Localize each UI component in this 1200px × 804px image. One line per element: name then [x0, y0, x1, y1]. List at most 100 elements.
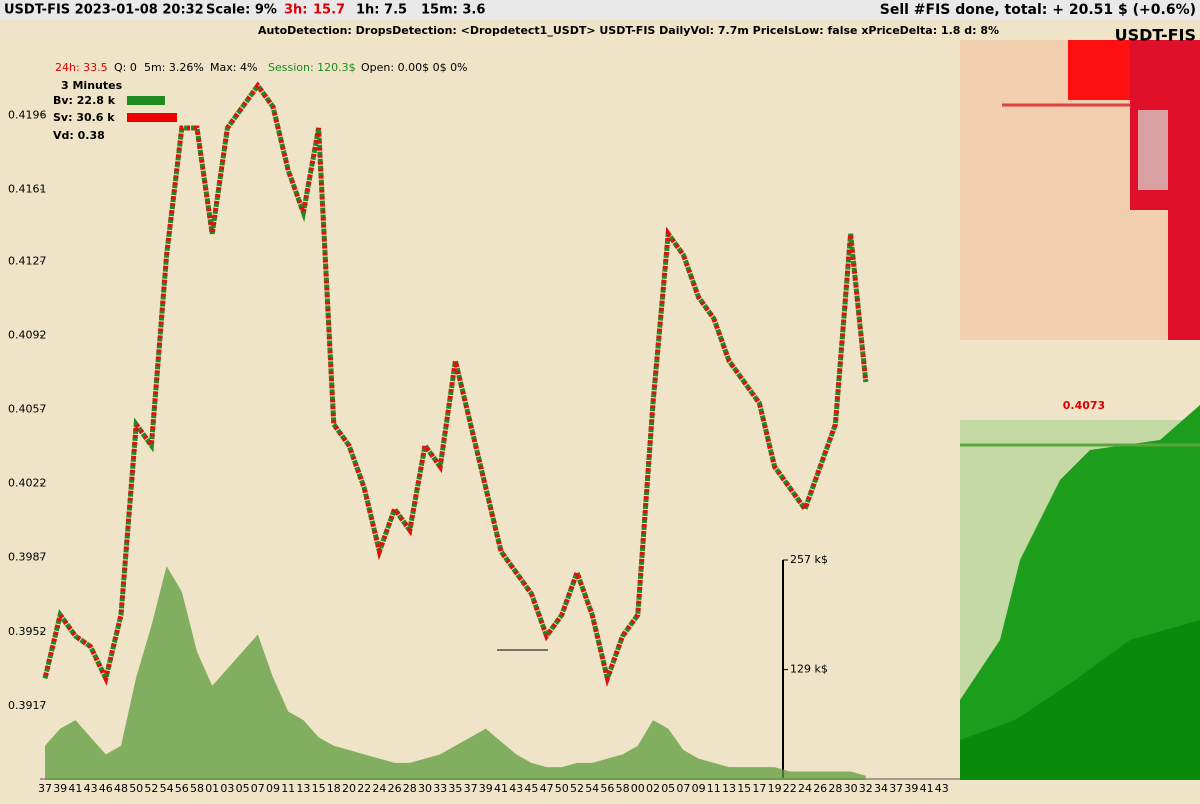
x-tick-label: 37 [38, 782, 52, 795]
x-tick-label: 09 [692, 782, 706, 795]
ask-block [1138, 110, 1168, 190]
x-tick-label: 26 [813, 782, 827, 795]
y-tick-label: 0.3917 [8, 699, 47, 712]
x-tick-label: 24 [372, 782, 386, 795]
stat-24h: 24h: 33.5 [55, 61, 108, 74]
x-tick-label: 56 [175, 782, 189, 795]
header-scale: Scale: 9% [206, 3, 277, 18]
y-tick-label: 0.4022 [8, 477, 47, 490]
x-tick-label: 30 [418, 782, 432, 795]
stat-session: Session: 120.3$ [268, 61, 356, 74]
x-tick-label: 17 [752, 782, 766, 795]
x-tick-label: 07 [251, 782, 265, 795]
x-tick-label: 07 [676, 782, 690, 795]
header-1h: 1h: 7.5 [356, 3, 407, 18]
detection-info: AutoDetection: DropsDetection: <Dropdete… [258, 24, 999, 37]
y2-tick-label: 257 k$ [790, 553, 828, 566]
x-tick-label: 22 [357, 782, 371, 795]
x-tick-label: 52 [570, 782, 584, 795]
header-bar [0, 0, 1200, 20]
header-3h: 15.7 [313, 3, 345, 18]
sv-bar [127, 113, 177, 122]
bv-bar [127, 96, 165, 105]
orderbook: 0.4073 USDT-FIS [960, 26, 1200, 780]
stat-open: Open: 0.00$ 0$ 0% [361, 61, 468, 74]
x-tick-label: 37 [464, 782, 478, 795]
header-title: USDT-FIS 2023-01-08 20:32 [4, 3, 204, 18]
x-tick-label: 02 [646, 782, 660, 795]
y-tick-label: 0.4092 [8, 328, 47, 341]
x-tick-label: 33 [433, 782, 447, 795]
x-tick-label: 05 [236, 782, 250, 795]
panel-bv: Bv: 22.8 k [53, 94, 116, 107]
x-tick-label: 22 [783, 782, 797, 795]
x-tick-label: 37 [889, 782, 903, 795]
x-tick-label: 34 [874, 782, 888, 795]
panel-vd: Vd: 0.38 [53, 129, 105, 142]
header-15m: 15m: 3.6 [421, 3, 485, 18]
x-tick-label: 43 [509, 782, 523, 795]
x-tick-label: 11 [281, 782, 295, 795]
x-tick-label: 11 [707, 782, 721, 795]
panel-interval: 3 Minutes [61, 79, 123, 92]
x-tick-label: 00 [631, 782, 645, 795]
x-tick-label: 13 [722, 782, 736, 795]
x-tick-label: 09 [266, 782, 280, 795]
header-status: Sell #FIS done, total: + 20.51 $ (+0.6%) [880, 2, 1196, 18]
y-tick-label: 0.4057 [8, 403, 47, 416]
x-tick-label: 39 [904, 782, 918, 795]
x-tick-label: 50 [129, 782, 143, 795]
x-tick-label: 47 [540, 782, 554, 795]
ask-block [1168, 190, 1200, 340]
x-tick-label: 32 [859, 782, 873, 795]
x-tick-label: 03 [220, 782, 234, 795]
x-tick-label: 58 [616, 782, 630, 795]
x-tick-label: 18 [327, 782, 341, 795]
bid-depth [960, 620, 1200, 780]
x-tick-label: 39 [53, 782, 67, 795]
y-tick-label: 0.4127 [8, 254, 47, 267]
y-tick-label: 0.4161 [8, 182, 47, 195]
stat-5m: 5m: 3.26% [144, 61, 204, 74]
x-tick-label: 50 [555, 782, 569, 795]
header-3h-label: 3h: [284, 3, 308, 18]
x-tick-label: 41 [920, 782, 934, 795]
volume-area [45, 565, 866, 780]
x-tick-label: 05 [661, 782, 675, 795]
price-line-sell [42, 81, 869, 688]
x-tick-label: 26 [388, 782, 402, 795]
x-tick-label: 28 [403, 782, 417, 795]
y2-tick-label: 129 k$ [790, 663, 828, 676]
x-tick-label: 54 [585, 782, 599, 795]
x-tick-label: 19 [768, 782, 782, 795]
x-tick-label: 43 [84, 782, 98, 795]
x-tick-label: 56 [600, 782, 614, 795]
x-tick-label: 52 [144, 782, 158, 795]
y-tick-label: 0.4196 [8, 108, 47, 121]
x-tick-label: 01 [205, 782, 219, 795]
panel-sv: Sv: 30.6 k [53, 111, 115, 124]
stat-max: Max: 4% [210, 61, 257, 74]
y-tick-label: 0.3952 [8, 625, 47, 638]
x-tick-label: 48 [114, 782, 128, 795]
orderbook-price: 0.4073 [1063, 399, 1105, 412]
x-tick-label: 35 [448, 782, 462, 795]
x-tick-label: 41 [68, 782, 82, 795]
x-tick-label: 13 [296, 782, 310, 795]
x-tick-label: 28 [828, 782, 842, 795]
x-tick-label: 39 [479, 782, 493, 795]
stat-q: Q: 0 [114, 61, 137, 74]
x-tick-label: 46 [99, 782, 113, 795]
x-tick-label: 20 [342, 782, 356, 795]
x-tick-label: 30 [844, 782, 858, 795]
x-tick-label: 54 [160, 782, 174, 795]
x-tick-label: 41 [494, 782, 508, 795]
x-tick-label: 43 [935, 782, 949, 795]
y-tick-label: 0.3987 [8, 551, 47, 564]
x-tick-label: 58 [190, 782, 204, 795]
x-tick-label: 15 [737, 782, 751, 795]
orderbook-symbol: USDT-FIS [1115, 26, 1196, 45]
x-tick-label: 15 [312, 782, 326, 795]
x-tick-label: 45 [524, 782, 538, 795]
